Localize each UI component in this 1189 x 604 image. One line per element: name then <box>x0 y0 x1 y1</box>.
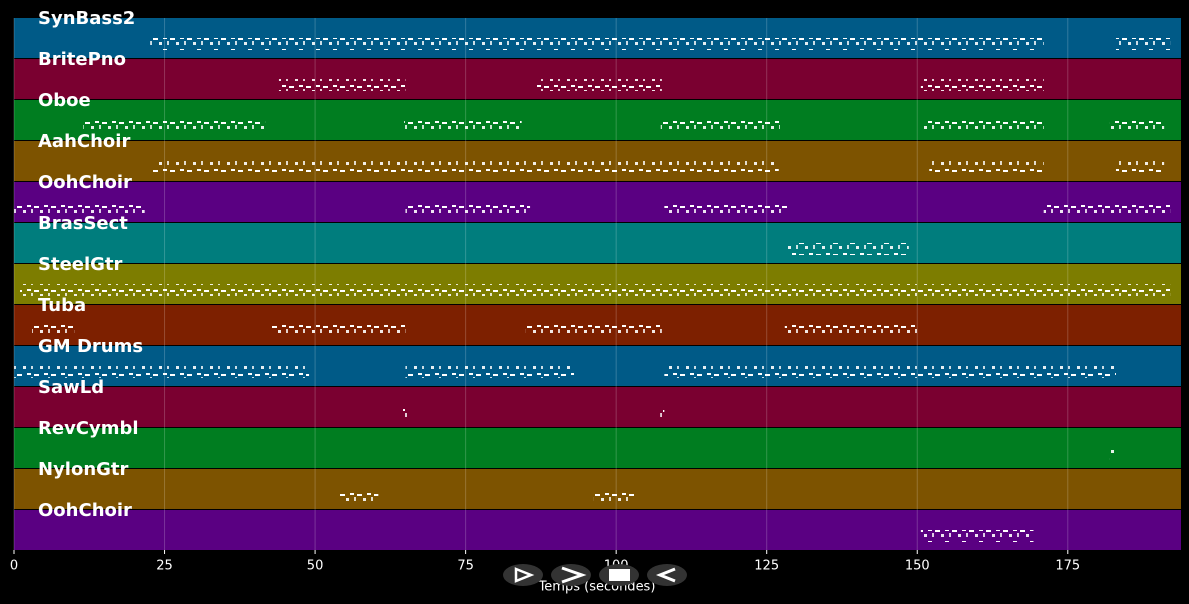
note-segment <box>664 202 788 214</box>
track-name: SawLd <box>38 377 104 398</box>
forward-button[interactable] <box>551 564 591 586</box>
track-name: AahChoir <box>38 131 130 152</box>
forward-icon <box>561 566 587 584</box>
x-tick-label: 0 <box>10 559 18 574</box>
note-segment <box>404 120 522 132</box>
play-icon <box>514 567 535 583</box>
note-segment <box>1115 38 1171 50</box>
toolbar <box>503 564 687 586</box>
track-name: BrasSect <box>38 213 128 234</box>
note-segment <box>405 202 531 214</box>
note-segment <box>1043 202 1171 214</box>
note-segment <box>929 161 1044 173</box>
track-band <box>14 223 1181 263</box>
note-segment <box>1109 120 1165 132</box>
note-segment <box>14 366 310 378</box>
x-tick-label: 25 <box>156 559 173 574</box>
note-segment <box>1115 161 1165 173</box>
x-tick-label: 150 <box>905 559 930 574</box>
x-tick-label: 125 <box>754 559 779 574</box>
note-segment <box>536 79 662 91</box>
track-name: OohChoir <box>38 172 132 193</box>
note-segment <box>403 407 408 419</box>
back-icon <box>655 567 676 583</box>
play-button[interactable] <box>503 564 543 586</box>
track-name: GM Drums <box>38 336 143 357</box>
track-band <box>14 387 1181 427</box>
track-name: SynBass2 <box>38 8 135 29</box>
x-tick-label: 175 <box>1055 559 1080 574</box>
track-name: BritePno <box>38 49 126 70</box>
note-segment <box>660 407 665 419</box>
track-name: SteelGtr <box>38 254 123 275</box>
note-segment <box>83 120 266 132</box>
back-button[interactable] <box>647 564 687 586</box>
note-segment <box>271 325 406 337</box>
note-segment <box>32 325 75 337</box>
x-tick-label: 50 <box>307 559 324 574</box>
note-segment <box>787 243 909 255</box>
track-band <box>14 428 1181 468</box>
note-segment <box>152 161 779 173</box>
note-segment <box>525 325 662 337</box>
note-segment <box>150 38 1044 50</box>
track-name: Tuba <box>38 295 86 316</box>
track-name: RevCymbl <box>38 418 139 439</box>
track-name: NylonGtr <box>38 459 129 480</box>
note-segment <box>660 120 780 132</box>
x-tick-label: 75 <box>457 559 474 574</box>
track-name: OohChoir <box>38 500 132 521</box>
note-segment <box>20 284 1171 296</box>
stop-icon <box>609 569 630 581</box>
note-segment <box>278 79 406 91</box>
note-segment <box>593 489 635 501</box>
note-segment <box>920 530 1034 542</box>
note-segment <box>14 202 145 214</box>
note-segment <box>405 366 575 378</box>
note-segment <box>664 366 1116 378</box>
note-segment <box>784 325 918 337</box>
note-segment <box>923 120 1044 132</box>
note-segment <box>920 79 1044 91</box>
track-band <box>14 182 1181 222</box>
note-segment <box>339 489 379 501</box>
note-segment <box>1109 448 1115 460</box>
track-name: Oboe <box>38 90 91 111</box>
